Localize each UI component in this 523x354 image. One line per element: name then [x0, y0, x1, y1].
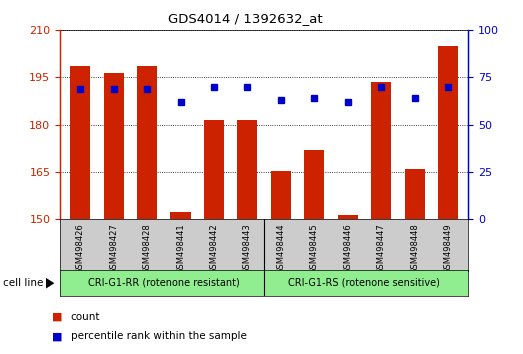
Bar [271, 171, 291, 219]
Text: CRI-G1-RR (rotenone resistant): CRI-G1-RR (rotenone resistant) [88, 278, 240, 288]
Bar [104, 73, 123, 219]
Text: GSM498445: GSM498445 [310, 224, 319, 274]
Text: GSM498449: GSM498449 [444, 224, 452, 274]
Bar [204, 120, 224, 219]
Text: GSM498446: GSM498446 [343, 224, 352, 274]
Text: GSM498448: GSM498448 [410, 224, 419, 274]
Text: CRI-G1-RS (rotenone sensitive): CRI-G1-RS (rotenone sensitive) [289, 278, 440, 288]
Bar [371, 82, 391, 219]
Bar [304, 150, 324, 219]
Text: count: count [71, 312, 100, 322]
Text: GSM498444: GSM498444 [276, 224, 286, 274]
Bar [70, 67, 90, 219]
Text: GDS4014 / 1392632_at: GDS4014 / 1392632_at [168, 12, 323, 25]
Text: GSM498428: GSM498428 [143, 224, 152, 274]
Text: cell line: cell line [3, 278, 43, 288]
Text: GSM498443: GSM498443 [243, 224, 252, 274]
Text: ■: ■ [52, 331, 63, 341]
Bar [237, 120, 257, 219]
Bar [405, 169, 425, 219]
Bar [438, 46, 458, 219]
Bar [338, 215, 358, 219]
Bar [170, 212, 190, 219]
Text: GSM498427: GSM498427 [109, 224, 118, 274]
Text: GSM498447: GSM498447 [377, 224, 385, 274]
Text: GSM498442: GSM498442 [209, 224, 219, 274]
Bar [137, 67, 157, 219]
Text: GSM498426: GSM498426 [76, 224, 85, 274]
Text: ■: ■ [52, 312, 63, 322]
Text: percentile rank within the sample: percentile rank within the sample [71, 331, 246, 341]
Text: GSM498441: GSM498441 [176, 224, 185, 274]
